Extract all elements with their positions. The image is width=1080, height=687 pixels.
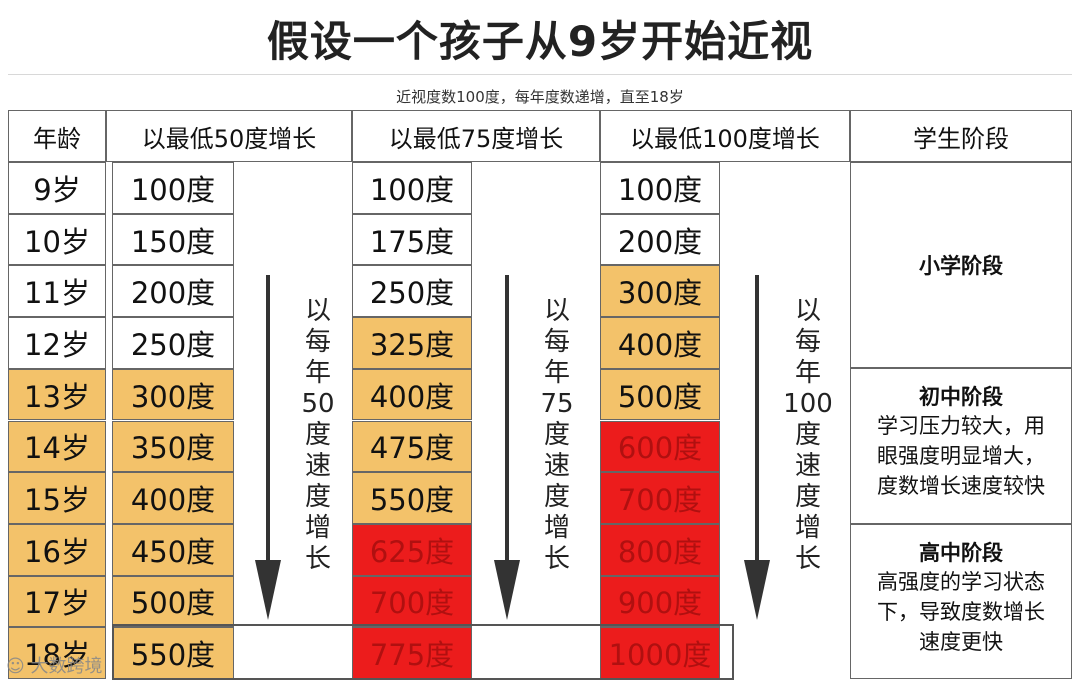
- col50-cell: 250度: [112, 317, 234, 369]
- arrow-char: 度: [543, 482, 570, 512]
- arrow-char: 度: [794, 482, 821, 512]
- age-cell: 14岁: [8, 420, 106, 473]
- col50-cell: 400度: [112, 472, 234, 524]
- col75-cell: 400度: [352, 368, 472, 421]
- age-cell: 18岁: [8, 627, 106, 679]
- col50-cell: 200度: [112, 265, 234, 318]
- down-arrow-icon: [505, 275, 509, 565]
- col50-cell: 300度: [112, 368, 234, 421]
- arrow-char: 每: [304, 327, 331, 357]
- arrow-char: 年: [543, 358, 570, 388]
- stage-middle: 初中阶段 学习压力较大，用 眼强度明显增大， 度数增长速度较快: [850, 368, 1072, 524]
- arrow-char: 每: [543, 327, 570, 357]
- page-subtitle: 近视度数100度，每年度数递增，直至18岁: [396, 88, 684, 106]
- arrow-char: 度: [304, 482, 331, 512]
- col75-cell: 625度: [352, 523, 472, 576]
- age-cell: 17岁: [8, 575, 106, 628]
- stage-middle-desc-1: 学习压力较大，用: [877, 414, 1045, 438]
- col50-cell: 350度: [112, 420, 234, 473]
- page-title: 假设一个孩子从9岁开始近视: [266, 17, 814, 66]
- arrow-char: 75: [540, 389, 574, 419]
- stage-high-title: 高中阶段: [919, 541, 1003, 565]
- age-cell: 11岁: [8, 265, 106, 318]
- arrow-char: 增: [543, 513, 570, 543]
- arrow-char: 以: [304, 296, 331, 326]
- arrow-char: 年: [304, 358, 331, 388]
- header-col100: 以最低100度增长: [600, 110, 850, 162]
- col75-cell: 250度: [352, 265, 472, 318]
- col75-cell: 100度: [352, 162, 472, 214]
- arrow-char: 100: [783, 389, 833, 419]
- arrow-label-75: 以每年 75 度速度增长: [537, 296, 577, 575]
- col100-cell: 300度: [600, 265, 720, 318]
- header-age: 年龄: [8, 110, 106, 162]
- arrow-char: 50: [301, 389, 335, 419]
- col100-cell: 700度: [600, 472, 720, 524]
- col100-cell: 100度: [600, 162, 720, 214]
- stage-high: 高中阶段 高强度的学习状态 下，导致度数增长 速度更快: [850, 524, 1072, 679]
- arrow-char: 增: [304, 513, 331, 543]
- watermark: ☺ 大数跨境: [6, 652, 103, 678]
- col75-cell: 325度: [352, 317, 472, 369]
- arrow-char: 度: [543, 420, 570, 450]
- arrow-char: 速: [543, 451, 570, 481]
- arrow-char: 度: [304, 420, 331, 450]
- stage-primary-title: 小学阶段: [919, 254, 1003, 278]
- stage-high-desc-1: 高强度的学习状态: [877, 570, 1045, 594]
- col75-cell: 700度: [352, 575, 472, 628]
- arrow-char: 长: [543, 544, 570, 574]
- down-arrow-head-icon: [494, 560, 520, 620]
- arrow-char: 年: [794, 358, 821, 388]
- arrow-char: 长: [304, 544, 331, 574]
- down-arrow-icon: [266, 275, 270, 565]
- arrow-label-50: 以每年 50 度速度增长: [298, 296, 338, 575]
- arrow-char: 每: [794, 327, 821, 357]
- col75-cell: 175度: [352, 213, 472, 266]
- col75-cell: 550度: [352, 472, 472, 524]
- final-row-highlight: [112, 624, 734, 680]
- arrow-char: 速: [304, 451, 331, 481]
- arrow-char: 以: [794, 296, 821, 326]
- down-arrow-head-icon: [255, 560, 281, 620]
- down-arrow-icon: [755, 275, 759, 565]
- col75-cell: 475度: [352, 420, 472, 473]
- header-col50: 以最低50度增长: [106, 110, 352, 162]
- col50-cell: 100度: [112, 162, 234, 214]
- col100-cell: 200度: [600, 213, 720, 266]
- age-cell: 16岁: [8, 523, 106, 576]
- title-divider: [8, 74, 1072, 75]
- col50-cell: 500度: [112, 575, 234, 628]
- age-cell: 13岁: [8, 368, 106, 421]
- weibo-icon: ☺: [6, 656, 25, 677]
- col100-cell: 500度: [600, 368, 720, 421]
- col100-cell: 800度: [600, 523, 720, 576]
- col100-cell: 900度: [600, 575, 720, 628]
- col50-cell: 450度: [112, 523, 234, 576]
- arrow-char: 度: [794, 420, 821, 450]
- stage-middle-desc-3: 度数增长速度较快: [877, 474, 1045, 498]
- col100-cell: 400度: [600, 317, 720, 369]
- col100-cell: 600度: [600, 420, 720, 473]
- arrow-char: 增: [794, 513, 821, 543]
- down-arrow-head-icon: [744, 560, 770, 620]
- arrow-char: 长: [794, 544, 821, 574]
- stage-primary: 小学阶段: [850, 162, 1072, 368]
- age-cell: 10岁: [8, 213, 106, 266]
- arrow-label-100: 以每年 100 度速度增长: [783, 296, 833, 575]
- arrow-char: 速: [794, 451, 821, 481]
- col75-cell: 775度: [352, 627, 472, 679]
- stage-middle-title: 初中阶段: [919, 385, 1003, 409]
- header-stage: 学生阶段: [850, 110, 1072, 162]
- header-col75: 以最低75度增长: [352, 110, 600, 162]
- col50-cell: 150度: [112, 213, 234, 266]
- age-cell: 15岁: [8, 472, 106, 524]
- stage-middle-desc-2: 眼强度明显增大，: [877, 444, 1045, 468]
- stage-high-desc-2: 下，导致度数增长: [877, 600, 1045, 624]
- watermark-text: 大数跨境: [30, 656, 103, 677]
- age-cell: 9岁: [8, 162, 106, 214]
- arrow-char: 以: [543, 296, 570, 326]
- stage-high-desc-3: 速度更快: [919, 630, 1003, 654]
- age-cell: 12岁: [8, 317, 106, 369]
